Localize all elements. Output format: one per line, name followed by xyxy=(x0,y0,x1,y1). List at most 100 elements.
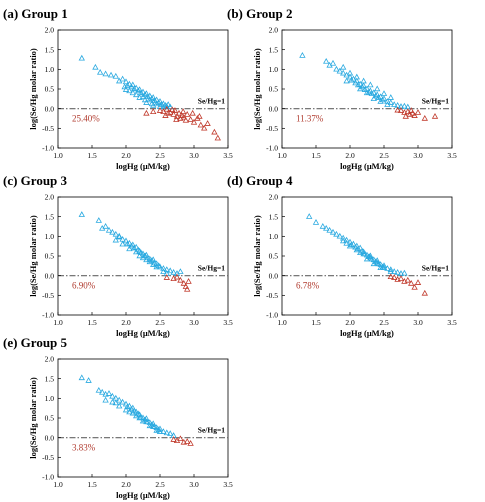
x-tick-label: 1.5 xyxy=(87,151,97,160)
data-point xyxy=(357,249,364,256)
data-point xyxy=(156,263,164,270)
series-below xyxy=(394,106,439,121)
data-point xyxy=(190,118,198,125)
data-point xyxy=(187,116,194,122)
y-tick-label: 2.0 xyxy=(45,26,55,35)
panel-3: (c) Group 3 1.0 1.5 2.0 2.5 3.0 3.5 -1.0 -0.5 0.0… xyxy=(3,173,233,338)
y-tick-label: 0.0 xyxy=(269,271,279,280)
data-point xyxy=(397,107,405,113)
panel-1: (a) Group 1 1.0 1.5 2.0 2.5 3.0 3.5 -1.0 -0.5 0.0… xyxy=(3,6,233,171)
series-below xyxy=(163,273,192,292)
data-point xyxy=(153,260,160,267)
data-point xyxy=(306,213,313,219)
data-point xyxy=(187,440,194,446)
x-tick-label: 3.0 xyxy=(189,151,199,160)
x-tick-label: 2.5 xyxy=(155,318,165,327)
data-point xyxy=(372,258,380,265)
data-point xyxy=(380,95,388,102)
data-point xyxy=(377,98,384,104)
panel-5: (e) Group 5 1.0 1.5 2.0 2.5 3.0 3.5 -1.0 -0.5 0.0… xyxy=(3,335,233,500)
data-point xyxy=(340,63,347,70)
data-point xyxy=(367,254,374,261)
y-tick-label: 0.5 xyxy=(45,252,55,261)
y-tick-label: -0.5 xyxy=(42,124,54,133)
data-point xyxy=(143,418,150,425)
data-point xyxy=(163,429,170,436)
data-point xyxy=(129,81,136,88)
x-tick-label: 2.5 xyxy=(155,480,165,489)
data-point xyxy=(102,396,109,403)
data-point xyxy=(167,430,174,436)
data-point xyxy=(78,211,85,217)
y-tick-label: -0.5 xyxy=(42,291,54,300)
data-point xyxy=(96,68,104,75)
data-point xyxy=(348,241,355,248)
series-above xyxy=(78,374,177,438)
data-point xyxy=(177,268,184,274)
panel-2: (b) Group 2 1.0 1.5 2.0 2.5 3.0 3.5 -1.0 -0.5 0.0… xyxy=(227,6,457,171)
y-tick-label: 1.0 xyxy=(45,232,55,241)
panel-title: (e) Group 5 xyxy=(3,335,68,350)
data-point xyxy=(360,77,367,84)
data-point xyxy=(109,228,116,235)
data-point xyxy=(401,269,408,276)
data-point xyxy=(160,428,167,434)
data-point xyxy=(173,273,181,280)
data-point xyxy=(126,408,133,415)
data-point xyxy=(146,419,153,425)
data-point xyxy=(343,236,350,243)
data-point xyxy=(380,264,388,271)
data-point xyxy=(128,242,135,249)
x-tick-label: 2.5 xyxy=(155,151,165,160)
data-point xyxy=(102,222,109,229)
data-point xyxy=(130,85,138,92)
data-point xyxy=(85,377,92,383)
data-point xyxy=(135,87,142,94)
x-tick-label: 3.0 xyxy=(189,318,199,327)
data-point xyxy=(122,406,130,413)
y-tick-label: -1.0 xyxy=(266,144,278,153)
y-tick-label: 2.0 xyxy=(45,355,55,364)
data-point xyxy=(143,99,150,105)
data-point xyxy=(201,124,208,131)
data-point xyxy=(163,274,170,280)
data-point xyxy=(177,276,184,283)
data-point xyxy=(387,273,394,280)
data-point xyxy=(387,266,394,272)
data-point xyxy=(160,265,167,271)
series-above xyxy=(299,52,411,110)
data-point xyxy=(394,106,401,113)
x-tick-label: 1.5 xyxy=(87,318,97,327)
data-point xyxy=(78,374,85,381)
series-below xyxy=(170,435,194,446)
data-point xyxy=(360,82,367,89)
data-point xyxy=(150,101,157,108)
data-point xyxy=(160,268,167,274)
data-point xyxy=(143,109,150,116)
data-point xyxy=(177,435,184,442)
series-below xyxy=(387,273,428,296)
x-tick-label: 3.0 xyxy=(189,480,199,489)
data-point xyxy=(164,109,172,116)
y-tick-label: 1.0 xyxy=(45,394,55,403)
data-point xyxy=(387,94,394,100)
percent-below-label: 25.40% xyxy=(72,114,100,124)
data-point xyxy=(326,226,333,233)
y-tick-label: 0.5 xyxy=(269,85,279,94)
percent-below-label: 11.37% xyxy=(296,114,324,124)
data-point xyxy=(333,65,340,72)
data-point xyxy=(164,101,172,107)
x-axis-label: logHg (μM/kg) xyxy=(116,328,170,338)
y-tick-label: 1.5 xyxy=(45,374,55,383)
x-tick-label: 2.0 xyxy=(345,318,355,327)
y-tick-label: -1.0 xyxy=(42,144,54,153)
y-tick-label: 2.0 xyxy=(269,193,279,202)
data-point xyxy=(391,101,398,107)
data-point xyxy=(112,399,119,406)
x-axis-label: logHg (μM/kg) xyxy=(116,490,170,500)
data-point xyxy=(136,86,143,92)
data-point xyxy=(197,121,204,128)
data-point xyxy=(380,90,388,96)
data-point xyxy=(133,412,140,419)
